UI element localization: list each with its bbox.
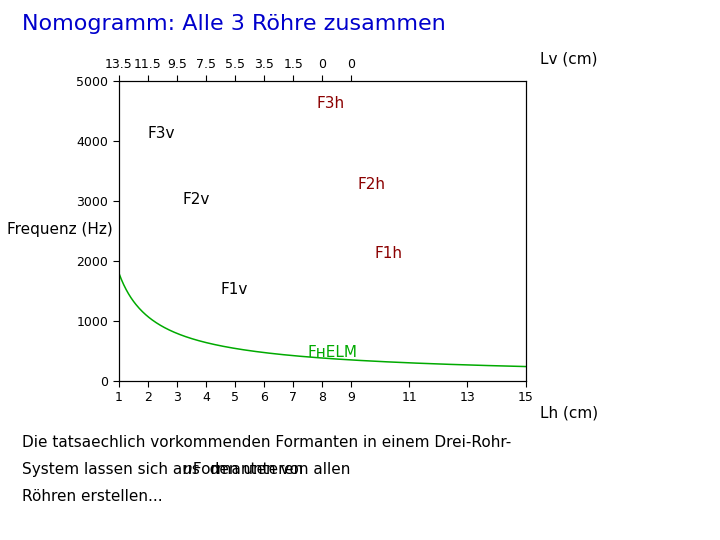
Text: Die tatsaechlich vorkommenden Formanten in einem Drei-Rohr-: Die tatsaechlich vorkommenden Formanten …: [22, 435, 511, 450]
Text: Lh (cm): Lh (cm): [540, 406, 598, 421]
Text: F3v: F3v: [148, 126, 176, 141]
Text: Nomogramm: Alle 3 Röhre zusammen: Nomogramm: Alle 3 Röhre zusammen: [22, 14, 446, 33]
Text: FʜELM: FʜELM: [307, 345, 358, 360]
Text: F1v: F1v: [220, 282, 248, 297]
Text: Lv (cm): Lv (cm): [540, 52, 598, 67]
Text: Röhren erstellen...: Röhren erstellen...: [22, 489, 162, 504]
Text: F2v: F2v: [183, 192, 210, 207]
Text: F3h: F3h: [316, 96, 344, 111]
Text: F2h: F2h: [357, 177, 385, 192]
Text: System lassen sich aus  den unteren: System lassen sich aus den unteren: [22, 462, 307, 477]
Text: F1h: F1h: [374, 246, 402, 261]
Text: Frequenz (Hz): Frequenz (Hz): [7, 222, 113, 237]
Text: Formanten von allen: Formanten von allen: [188, 462, 351, 477]
Text: n: n: [182, 462, 192, 477]
